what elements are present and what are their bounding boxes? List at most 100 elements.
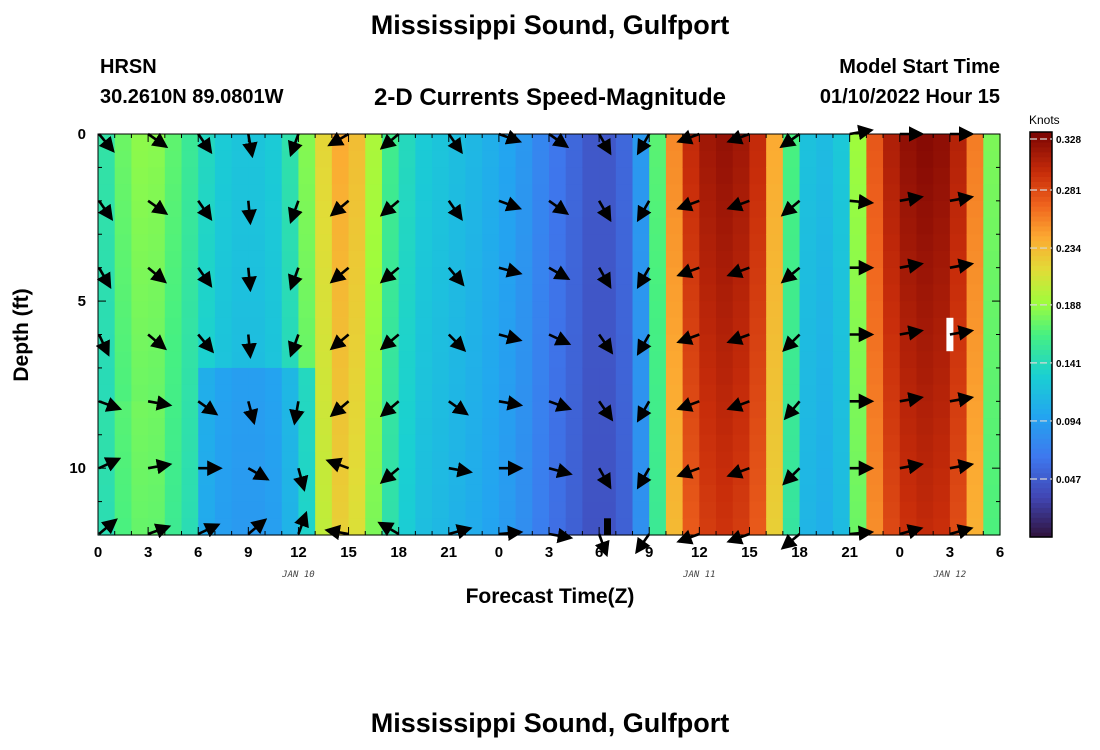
heatmap-cell — [716, 167, 734, 185]
heatmap-cell — [983, 200, 1001, 219]
heatmap-cell — [565, 267, 583, 285]
heatmap-cell — [432, 518, 450, 536]
heatmap-cell — [832, 367, 851, 386]
heatmap-cell — [331, 418, 350, 436]
heatmap-cell — [381, 234, 400, 252]
heatmap-cell — [498, 317, 517, 336]
heatmap-cell — [365, 200, 383, 219]
heatmap-cell — [732, 284, 751, 302]
heatmap-cell — [315, 434, 333, 453]
heatmap-cell — [415, 267, 433, 285]
heatmap-cell — [716, 468, 734, 486]
heatmap-cell — [265, 468, 283, 486]
heatmap-cell — [832, 250, 851, 269]
heatmap-cell — [983, 317, 1001, 336]
heatmap-cell — [799, 284, 817, 302]
heatmap-cell — [114, 134, 132, 152]
heatmap-cell — [665, 367, 684, 386]
heatmap-cell — [983, 334, 1001, 352]
x-tick-label: 3 — [946, 544, 954, 561]
heatmap-cell — [565, 351, 583, 369]
heatmap-cell — [365, 418, 383, 436]
heatmap-cell — [98, 367, 116, 386]
heatmap-cell — [665, 150, 684, 169]
heatmap-cell — [699, 451, 717, 469]
heatmap-cell — [532, 234, 550, 252]
heatmap-cell — [298, 234, 316, 252]
current-vector — [676, 263, 700, 279]
heatmap-cell — [866, 484, 884, 503]
heatmap-cell — [933, 317, 951, 336]
heatmap-cell — [916, 301, 934, 319]
heatmap-cell — [265, 367, 283, 386]
heatmap-cell — [899, 501, 918, 519]
heatmap-cell — [599, 484, 617, 503]
heatmap-cell — [582, 284, 600, 302]
heatmap-cell — [231, 451, 249, 469]
heatmap-cell — [949, 367, 968, 386]
heatmap-cell — [198, 250, 216, 269]
heatmap-cell — [849, 484, 867, 503]
heatmap-cell — [181, 250, 199, 269]
heatmap-cell — [916, 184, 934, 202]
heatmap-cell — [131, 401, 149, 419]
heatmap-cell — [549, 284, 567, 302]
current-vector — [548, 331, 572, 346]
heatmap-cell — [432, 501, 450, 519]
heatmap-cell — [214, 284, 233, 302]
heatmap-cell — [432, 451, 450, 469]
heatmap-cell — [348, 184, 366, 202]
heatmap-cell — [181, 518, 199, 536]
heatmap-cell — [515, 200, 533, 219]
heatmap-cell — [281, 468, 300, 486]
heatmap-cell — [315, 351, 333, 369]
heatmap-cell — [582, 418, 600, 436]
heatmap-cell — [448, 150, 467, 169]
heatmap-cell — [231, 234, 249, 252]
heatmap-cell — [164, 250, 183, 269]
heatmap-cell — [716, 217, 734, 235]
heatmap-cell — [448, 167, 467, 185]
current-vector — [899, 458, 924, 475]
heatmap-cell — [164, 351, 183, 369]
heatmap-cell — [782, 284, 801, 302]
heatmap-cell — [799, 518, 817, 536]
heatmap-cell — [398, 317, 416, 336]
heatmap-cell — [281, 367, 300, 386]
heatmap-cell — [799, 134, 817, 152]
heatmap-cell — [331, 367, 350, 386]
colorbar-segment — [1030, 156, 1052, 163]
heatmap-cell — [866, 418, 884, 436]
heatmap-cell — [899, 468, 918, 486]
colorbar-segment — [1030, 265, 1052, 271]
heatmap-cell — [498, 284, 517, 302]
colorbar-segment — [1030, 132, 1052, 138]
heatmap-cell — [933, 284, 951, 302]
heatmap-cell — [198, 284, 216, 302]
heatmap-cell — [949, 501, 968, 519]
heatmap-cell — [231, 384, 249, 402]
heatmap-cell — [699, 217, 717, 235]
heatmap-cell — [649, 384, 667, 402]
heatmap-cell — [983, 351, 1001, 369]
heatmap-cell — [532, 217, 550, 235]
heatmap-cell — [599, 351, 617, 369]
heatmap-cell — [716, 434, 734, 453]
heatmap-cell — [114, 468, 132, 486]
colorbar-segment — [1030, 403, 1052, 410]
heatmap-cell — [766, 501, 784, 519]
heatmap-cell — [415, 184, 433, 202]
heatmap-cell — [749, 518, 767, 536]
heatmap-cell — [849, 267, 867, 285]
heatmap-cell — [615, 418, 634, 436]
heatmap-cell — [231, 134, 249, 152]
heatmap-cell — [482, 267, 500, 285]
heatmap-cell — [465, 234, 483, 252]
heatmap-cell — [749, 301, 767, 319]
heatmap-cell — [148, 484, 166, 503]
heatmap-cell — [231, 184, 249, 202]
heatmap-cell — [348, 134, 366, 152]
heatmap-cell — [131, 418, 149, 436]
heatmap-cell — [615, 518, 634, 536]
